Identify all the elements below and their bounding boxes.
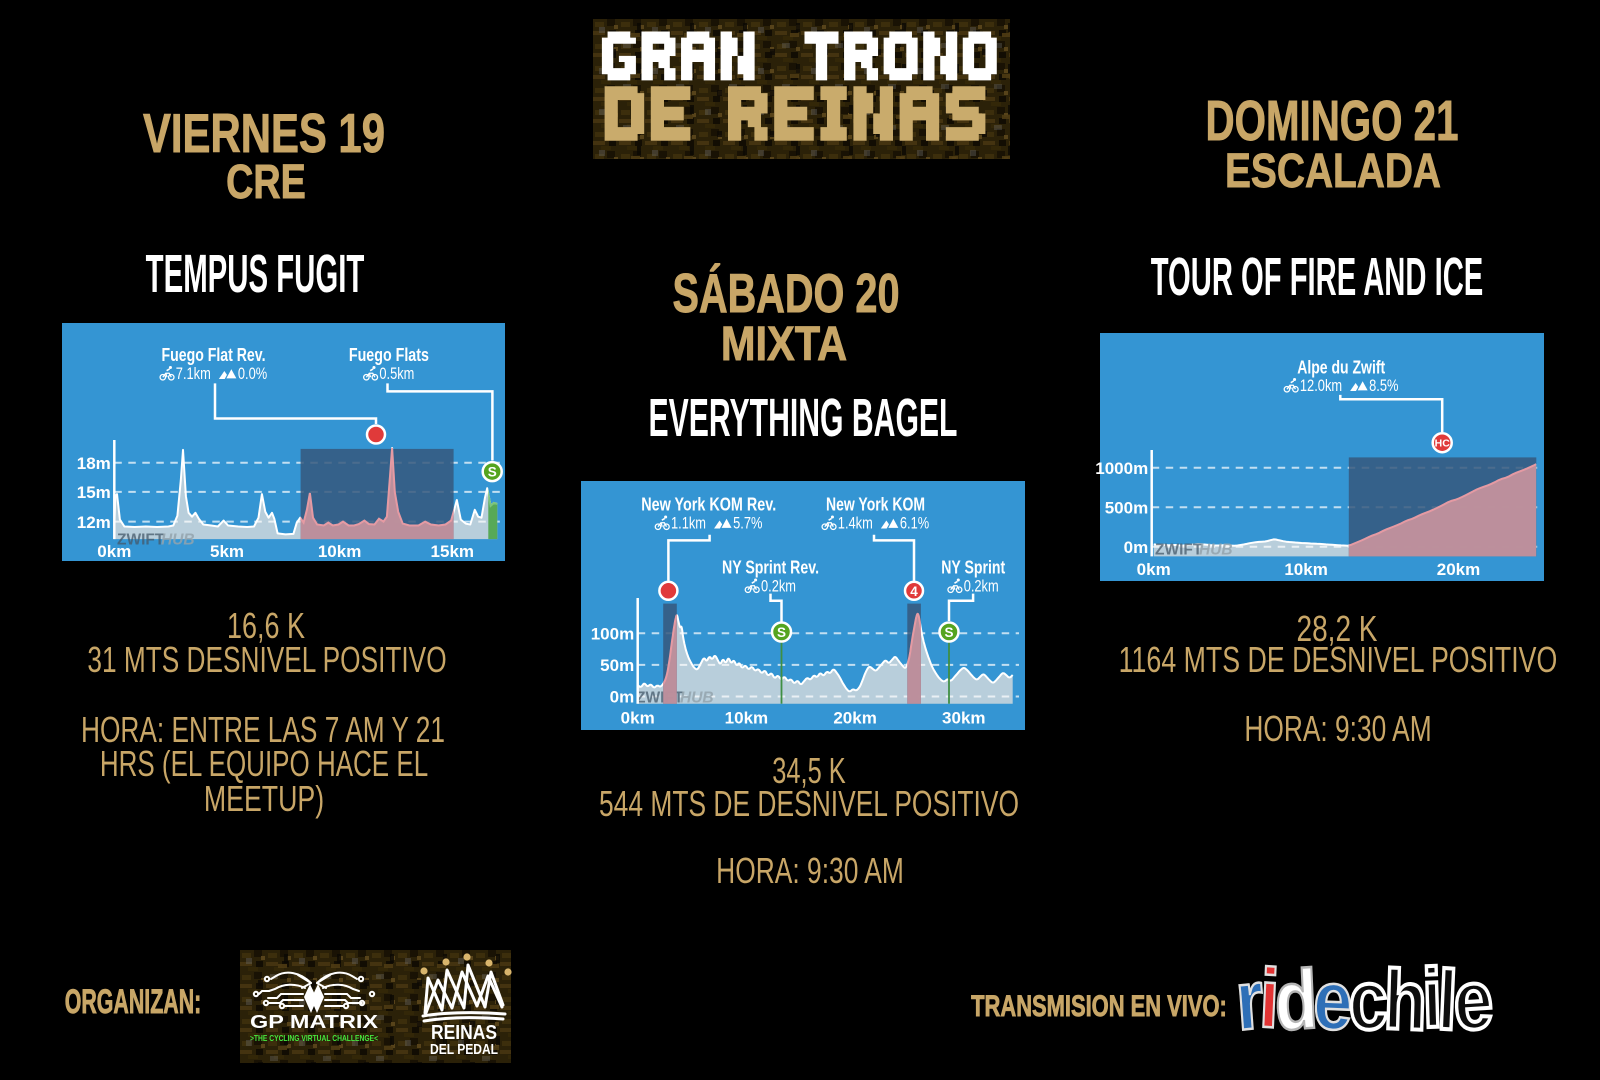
- svg-text:1000m: 1000m: [1095, 459, 1148, 478]
- svg-text:New York KOM Rev.: New York KOM Rev.: [641, 494, 776, 515]
- svg-text:20km: 20km: [1437, 560, 1480, 579]
- svg-text:Fuego Flat Rev.: Fuego Flat Rev.: [162, 344, 266, 365]
- svg-text:5km: 5km: [210, 542, 244, 561]
- svg-text:30km: 30km: [942, 709, 985, 728]
- svg-text:0.0%: 0.0%: [238, 365, 268, 383]
- svg-text:8.5%: 8.5%: [1369, 377, 1399, 395]
- svg-text:0.5km: 0.5km: [379, 365, 414, 383]
- svg-text:12m: 12m: [77, 513, 111, 532]
- svg-text:ZWIFT: ZWIFT: [117, 532, 165, 549]
- svg-text:Fuego Flats: Fuego Flats: [349, 344, 429, 365]
- svg-text:20km: 20km: [833, 709, 876, 728]
- svg-text:10km: 10km: [1284, 560, 1327, 579]
- svg-text:4: 4: [910, 584, 918, 599]
- svg-text:HUB: HUB: [1199, 542, 1233, 559]
- svg-text:0m: 0m: [610, 688, 635, 707]
- svg-text:0km: 0km: [97, 542, 131, 561]
- svg-text:NY Sprint Rev.: NY Sprint Rev.: [722, 557, 819, 578]
- svg-text:HUB: HUB: [161, 532, 195, 549]
- svg-text:500m: 500m: [1105, 499, 1148, 518]
- svg-text:7.1km: 7.1km: [176, 365, 211, 383]
- svg-text:S: S: [488, 465, 497, 480]
- svg-text:5.7%: 5.7%: [733, 515, 763, 533]
- svg-text:0.2km: 0.2km: [761, 578, 796, 596]
- svg-text:GP MATRIX: GP MATRIX: [250, 1012, 378, 1032]
- svg-text:>THE CYCLING VIRTUAL CHALLENGE: >THE CYCLING VIRTUAL CHALLENGE<: [250, 1033, 378, 1043]
- svg-text:0km: 0km: [1137, 560, 1171, 579]
- svg-text:ZWIFT: ZWIFT: [1155, 542, 1203, 559]
- svg-text:DEL PEDAL: DEL PEDAL: [430, 1041, 498, 1058]
- svg-text:15km: 15km: [431, 542, 474, 561]
- svg-text:0.2km: 0.2km: [964, 578, 999, 596]
- svg-text:S: S: [777, 625, 786, 640]
- svg-text:S: S: [944, 625, 953, 640]
- svg-text:10km: 10km: [725, 709, 768, 728]
- svg-text:100m: 100m: [591, 624, 634, 643]
- svg-text:10km: 10km: [318, 542, 361, 561]
- svg-text:50m: 50m: [600, 656, 634, 675]
- svg-text:15m: 15m: [77, 483, 111, 502]
- svg-text:1.4km: 1.4km: [838, 515, 873, 533]
- svg-text:6.1%: 6.1%: [900, 515, 930, 533]
- svg-text:HUB: HUB: [680, 690, 714, 707]
- svg-text:REINAS: REINAS: [431, 1022, 497, 1044]
- svg-text:0km: 0km: [621, 709, 655, 728]
- svg-text:NY Sprint: NY Sprint: [941, 557, 1005, 578]
- svg-text:0m: 0m: [1124, 538, 1149, 557]
- svg-text:18m: 18m: [77, 454, 111, 473]
- svg-text:12.0km: 12.0km: [1300, 377, 1342, 395]
- svg-text:HC: HC: [1435, 438, 1451, 450]
- svg-text:New York KOM: New York KOM: [826, 494, 925, 515]
- svg-text:Alpe du Zwift: Alpe du Zwift: [1297, 357, 1385, 378]
- svg-text:1.1km: 1.1km: [671, 515, 706, 533]
